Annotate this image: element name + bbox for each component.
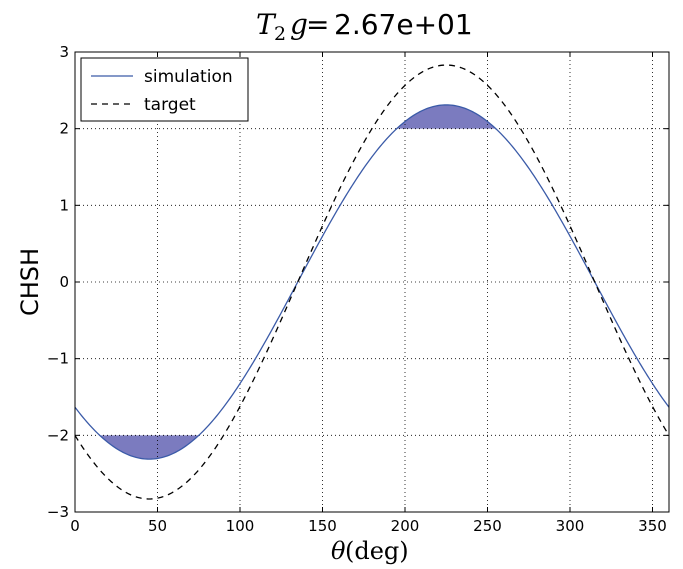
y-tick-label: 0 — [59, 273, 69, 291]
x-tick-label: 150 — [308, 517, 337, 535]
x-tick-label: 50 — [148, 517, 167, 535]
y-tick-label: 1 — [59, 196, 69, 214]
series-line-simulation — [74, 104, 670, 460]
title-value: 2.67e+01 — [334, 8, 473, 41]
x-tick-label: 100 — [226, 517, 255, 535]
title-math-g: g — [290, 8, 308, 41]
legend-label-simulation: simulation — [144, 67, 233, 87]
y-tick-label: −2 — [47, 426, 69, 444]
y-tick-label: −3 — [47, 503, 69, 521]
legend-label-target: target — [144, 95, 196, 115]
series-layer — [74, 64, 670, 500]
title-equals: = — [306, 8, 329, 41]
y-tick-label: 3 — [59, 43, 69, 61]
shaded-region-below — [99, 435, 199, 460]
legend: simulation target — [80, 57, 249, 122]
legend-box — [80, 57, 249, 122]
ticks: 0 50 100 150 200 250 300 350 −3 −2 −1 0 1 2 3 — [47, 43, 669, 535]
x-tick-label: 350 — [638, 517, 667, 535]
series-line-target — [74, 64, 670, 500]
chart-title: T 2 g = 2.67e+01 — [256, 8, 473, 45]
y-tick-label: 2 — [59, 120, 69, 138]
title-math-t: T — [256, 8, 277, 41]
y-axis-label: CHSH — [16, 248, 44, 316]
x-tick-label: 250 — [473, 517, 502, 535]
shaded-region-above — [396, 104, 496, 129]
y-tick-label: −1 — [47, 350, 69, 368]
x-tick-label: 0 — [70, 517, 80, 535]
title-math-sub: 2 — [274, 23, 286, 45]
x-tick-label: 200 — [391, 517, 420, 535]
x-axis-label: θ (deg) — [331, 537, 409, 565]
x-axis-label-symbol: θ — [331, 537, 346, 565]
shaded-regions — [99, 104, 496, 460]
x-tick-label: 300 — [556, 517, 585, 535]
x-axis-label-unit: (deg) — [345, 537, 409, 565]
